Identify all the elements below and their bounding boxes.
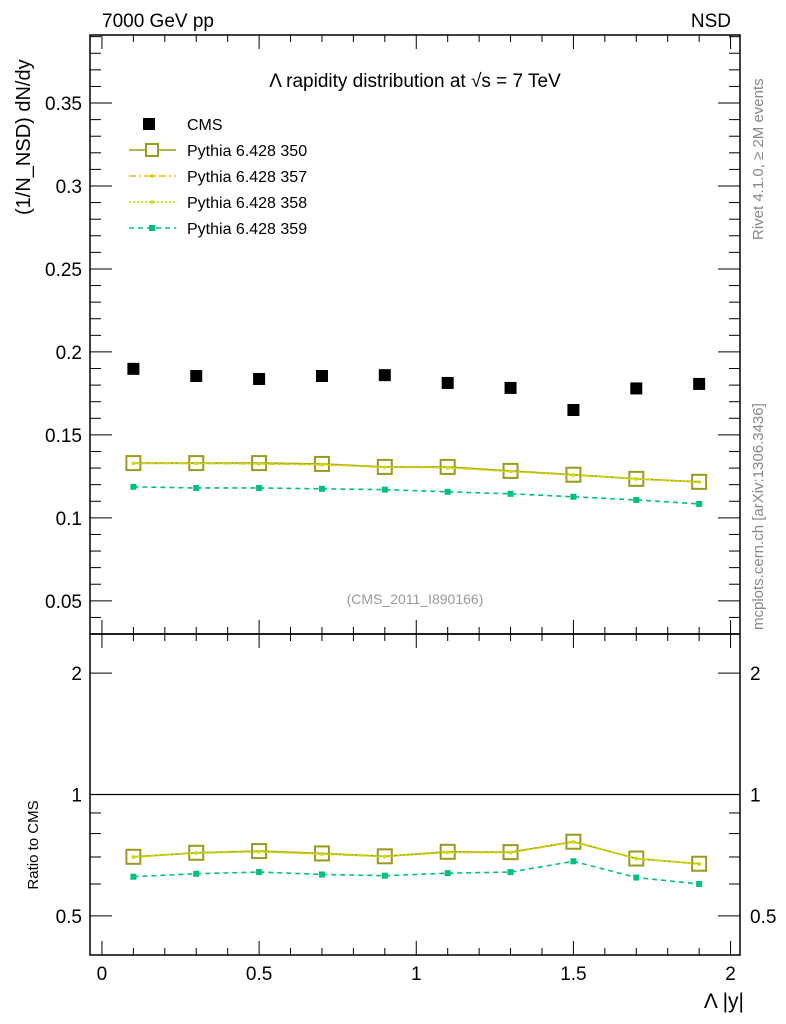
y-tick-label: 0.35	[45, 94, 82, 115]
series-marker	[507, 869, 514, 876]
series-marker	[383, 465, 387, 470]
analysis-label: (CMS_2011_I890166)	[347, 591, 484, 607]
x-tick-label: 0	[97, 964, 108, 985]
series-marker	[696, 881, 703, 888]
series-marker	[320, 852, 324, 856]
series-marker	[131, 461, 136, 466]
legend-label: Pythia 6.428 359	[187, 221, 307, 238]
ratio-tick-label-right: 2	[750, 664, 761, 685]
series-marker	[697, 480, 701, 484]
legend-marker	[150, 174, 154, 178]
ratio-tick-label-right: 0.5	[750, 907, 776, 928]
series-marker	[318, 871, 325, 878]
cms-data-point	[190, 369, 203, 382]
series-marker	[256, 484, 263, 491]
ratio-series-line	[133, 860, 700, 885]
series-marker	[131, 855, 136, 859]
series-marker	[194, 461, 199, 466]
side-text-top: Rivet 4.1.0, ≥ 2M events	[750, 78, 767, 240]
legend-marker	[150, 200, 154, 204]
y-axis-label: (1/N_NSD) dN/dy	[13, 59, 35, 215]
y-tick-label: 0.15	[45, 426, 82, 447]
series-marker	[257, 849, 261, 854]
series-marker	[570, 858, 577, 865]
series-marker	[318, 485, 325, 492]
cms-data-point	[630, 382, 643, 395]
header-right: NSD	[691, 11, 731, 32]
header-left: 7000 GeV pp	[102, 11, 214, 32]
cms-data-point	[378, 369, 391, 382]
series-marker	[130, 873, 137, 880]
series-marker	[257, 461, 261, 466]
series-line	[133, 462, 700, 483]
series-marker	[445, 850, 450, 855]
series-marker	[194, 851, 199, 855]
ratio-series-line	[133, 841, 700, 865]
x-tick-label: 1	[411, 964, 422, 985]
series-marker	[130, 483, 137, 490]
series-marker	[633, 874, 640, 881]
series-marker	[571, 840, 576, 844]
series-marker	[125, 848, 142, 865]
chart-title: Λ rapidity distribution at √s = 7 TeV	[269, 71, 561, 92]
series-marker	[256, 869, 263, 876]
series-marker	[634, 856, 639, 861]
x-tick-label: 1.5	[560, 964, 586, 985]
series-marker	[320, 462, 324, 467]
cms-data-point	[441, 376, 454, 389]
side-text-bottom: mcplots.cern.ch [arXiv:1306.3436]	[750, 403, 767, 630]
series-marker	[193, 484, 200, 491]
legend-label: Pythia 6.428 358	[187, 195, 307, 212]
ratio-tick-label: 1	[71, 786, 82, 807]
y-tick-label: 0.2	[56, 343, 82, 364]
series-marker	[691, 855, 708, 872]
series-line	[133, 462, 700, 483]
cms-data-point	[315, 369, 328, 382]
series-marker	[570, 493, 577, 500]
x-tick-label: 0.5	[246, 964, 272, 985]
x-tick-label: 2	[725, 964, 736, 985]
legend-label: CMS	[187, 117, 223, 134]
legend-label: Pythia 6.428 357	[187, 169, 307, 186]
ratio-series-line	[133, 841, 700, 865]
series-marker	[381, 486, 388, 493]
series-marker	[507, 490, 514, 497]
series-marker	[696, 500, 703, 507]
series-marker	[193, 870, 200, 877]
y-tick-label: 0.1	[56, 509, 82, 530]
series-marker	[383, 854, 387, 859]
series-marker	[444, 870, 451, 877]
series-marker	[697, 862, 701, 866]
series-marker	[571, 473, 576, 477]
cms-data-point	[253, 372, 266, 385]
ratio-tick-label-right: 1	[750, 786, 761, 807]
series-marker	[439, 458, 456, 475]
series-marker	[508, 469, 513, 474]
cms-data-point	[504, 381, 517, 394]
x-axis-label: Λ |y|	[704, 990, 744, 1013]
y-tick-label: 0.25	[45, 260, 82, 281]
series-marker	[565, 833, 582, 850]
series-marker	[508, 850, 513, 855]
ratio-tick-label: 2	[71, 664, 82, 685]
series-marker	[634, 477, 639, 481]
y-tick-label: 0.05	[45, 592, 82, 613]
ratio-y-label: Ratio to CMS	[25, 800, 42, 889]
legend-marker	[149, 225, 155, 231]
series-marker	[444, 488, 451, 495]
series-marker	[445, 465, 450, 470]
legend-marker	[145, 143, 159, 157]
legend-label: Pythia 6.428 350	[187, 143, 307, 160]
series-marker	[633, 496, 640, 503]
series-marker	[381, 872, 388, 879]
y-tick-label: 0.3	[56, 177, 82, 198]
cms-data-point	[567, 403, 580, 416]
cms-data-point	[693, 377, 706, 390]
cms-data-point	[127, 362, 140, 375]
series-line	[133, 486, 700, 505]
legend-marker	[143, 118, 155, 130]
ratio-tick-label: 0.5	[56, 907, 82, 928]
